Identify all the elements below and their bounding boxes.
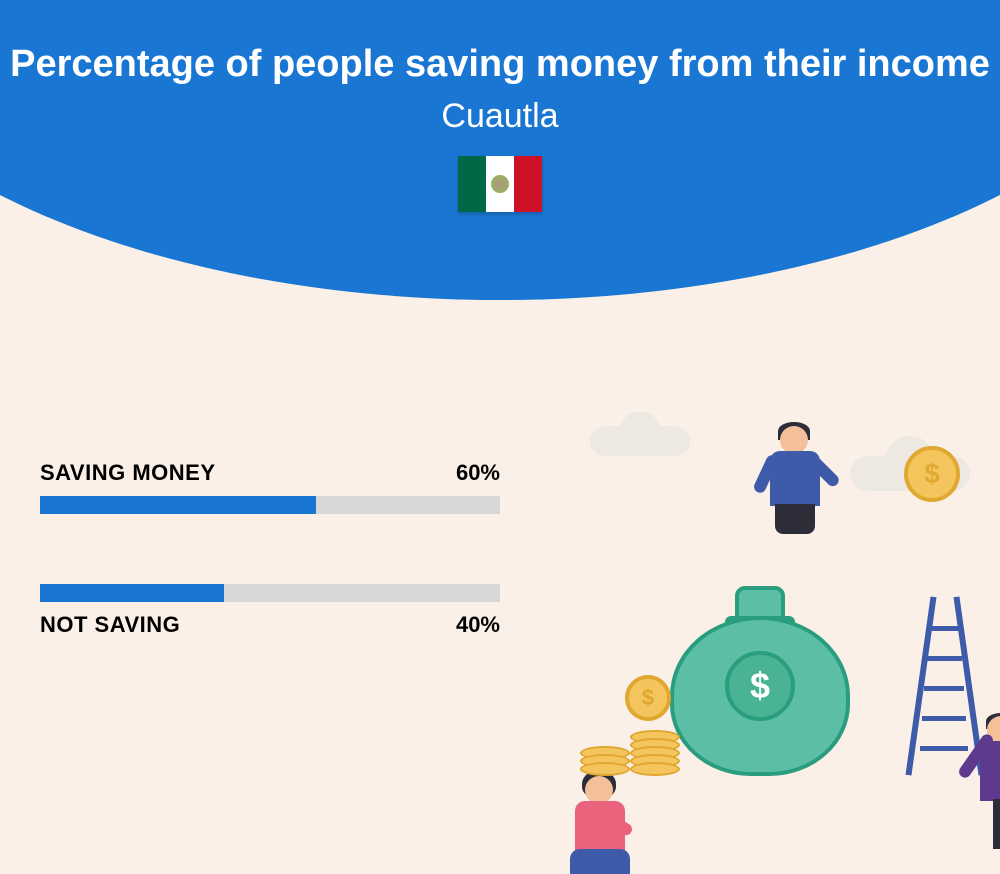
coin-stack-icon bbox=[580, 752, 630, 776]
mexico-flag-icon bbox=[458, 156, 542, 212]
savings-illustration: $ $ $ bbox=[550, 416, 990, 776]
bar-track bbox=[40, 496, 500, 514]
header: Percentage of people saving money from t… bbox=[0, 0, 1000, 212]
bar-track bbox=[40, 584, 500, 602]
dollar-sign-icon: $ bbox=[924, 458, 940, 490]
flag-stripe-green bbox=[458, 156, 486, 212]
bar-header: NOT SAVING 40% bbox=[40, 612, 500, 638]
bar-chart: SAVING MONEY 60% NOT SAVING 40% bbox=[40, 460, 500, 708]
money-bag-icon: $ bbox=[670, 576, 850, 776]
coin-stack-icon bbox=[630, 736, 680, 776]
flag-stripe-red bbox=[514, 156, 542, 212]
cloud-icon bbox=[590, 426, 690, 456]
bar-value: 60% bbox=[456, 460, 500, 486]
bar-fill bbox=[40, 584, 224, 602]
page-subtitle: Cuautla bbox=[0, 97, 1000, 136]
ladder-icon bbox=[910, 601, 980, 776]
coin-icon: $ bbox=[625, 675, 671, 721]
bar-saving-money: SAVING MONEY 60% bbox=[40, 460, 500, 514]
bar-fill bbox=[40, 496, 316, 514]
dollar-sign-icon: $ bbox=[642, 685, 654, 711]
bar-value: 40% bbox=[456, 612, 500, 638]
flag-stripe-white bbox=[486, 156, 514, 212]
page-title: Percentage of people saving money from t… bbox=[0, 40, 1000, 89]
bar-label: SAVING MONEY bbox=[40, 460, 216, 486]
dollar-sign-icon: $ bbox=[725, 651, 795, 721]
coin-icon: $ bbox=[904, 446, 960, 502]
bar-header: SAVING MONEY 60% bbox=[40, 460, 500, 486]
bar-not-saving: NOT SAVING 40% bbox=[40, 584, 500, 638]
flag-emblem-icon bbox=[491, 175, 509, 193]
bar-label: NOT SAVING bbox=[40, 612, 180, 638]
